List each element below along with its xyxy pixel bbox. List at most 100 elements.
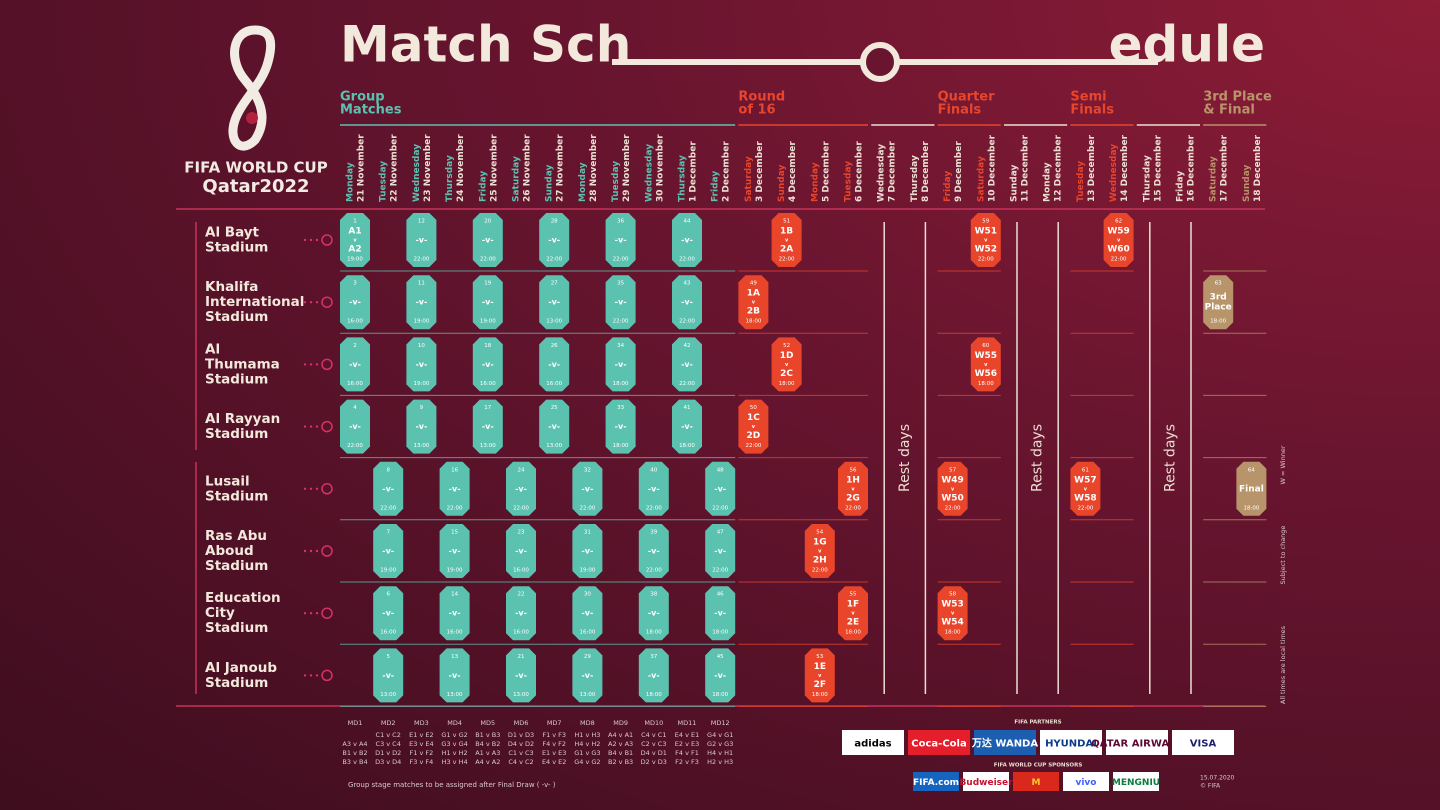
- date: 18 December: [1253, 134, 1263, 202]
- match-teams: 1A: [747, 289, 760, 299]
- stage-title: of 16: [738, 103, 775, 118]
- connector-dot: [315, 238, 319, 242]
- connector-dot: [303, 425, 307, 428]
- match-time: 22:00: [679, 381, 695, 387]
- match-teams: -v-: [648, 484, 660, 493]
- match-time: 13:00: [447, 692, 463, 698]
- match-number: 56: [850, 467, 857, 473]
- match-time: 16:00: [347, 319, 363, 325]
- sponsor-logo: [1106, 730, 1168, 755]
- match-time: 19:00: [480, 319, 496, 325]
- match-time: 22:00: [646, 505, 662, 511]
- weekday: Thursday: [1142, 155, 1152, 202]
- weekday: Sunday: [1242, 164, 1252, 202]
- match-number: 48: [717, 467, 724, 473]
- match-teams: 1B: [780, 227, 793, 237]
- match-badge: [672, 399, 702, 454]
- stage-title: & Final: [1203, 103, 1255, 118]
- match-teams: -v-: [349, 360, 361, 369]
- credit: © FIFA: [1200, 783, 1221, 790]
- connector-dot: [315, 612, 319, 615]
- rest-label: Rest days: [897, 424, 913, 492]
- match-number: 38: [650, 592, 657, 598]
- match-number: 18: [484, 343, 491, 349]
- match-number: 57: [949, 467, 956, 473]
- match-teams: -v-: [548, 360, 560, 369]
- match-teams: -v-: [548, 236, 560, 245]
- matchday-pair: C2 v C3: [641, 740, 666, 748]
- match-teams: -v-: [581, 547, 593, 556]
- stadium-name: Stadium: [205, 371, 268, 387]
- match-time: 16:00: [579, 630, 595, 636]
- matchday-label: MD4: [447, 719, 462, 727]
- matchday-pair: D1 v D2: [375, 749, 401, 757]
- matchday-pair: C1 v C3: [508, 749, 533, 757]
- connector-dot: [315, 301, 319, 304]
- match-number: 34: [617, 343, 624, 349]
- matchday-pair: A4 v A1: [608, 731, 633, 739]
- stadium-name: Al: [205, 341, 220, 357]
- match-time: 22:00: [745, 443, 761, 449]
- sponsor-name: FIFA.com: [913, 778, 959, 788]
- stadium-name: Aboud: [205, 543, 254, 559]
- sponsor-logo: [1063, 772, 1109, 791]
- matchday-pair: E2 v E3: [675, 740, 699, 748]
- connector-dot: [303, 238, 307, 242]
- match-number: 4: [353, 405, 357, 411]
- weekday: Monday: [578, 162, 588, 202]
- title-dot: [1019, 59, 1025, 65]
- match-teams: W58: [1074, 493, 1096, 503]
- match-time: 22:00: [945, 505, 961, 511]
- match-number: 47: [717, 530, 724, 536]
- match-number: 49: [750, 281, 757, 287]
- match-teams: Place: [1205, 303, 1232, 313]
- match-badge: [771, 337, 802, 392]
- match-badge: [539, 275, 570, 330]
- match-number: 10: [418, 343, 425, 349]
- sponsor-name: HYUNDAI: [1045, 739, 1097, 750]
- match-teams: -v-: [714, 671, 726, 680]
- connector-node: [321, 234, 333, 246]
- match-time: 18:00: [712, 630, 728, 636]
- match-teams: A2: [348, 245, 361, 255]
- match-number: 32: [584, 467, 591, 473]
- match-badge: [373, 648, 404, 703]
- date: 8 December: [921, 141, 931, 202]
- connector-dot: [309, 301, 313, 304]
- match-teams: W60: [1107, 245, 1129, 255]
- match-number: 37: [650, 654, 657, 660]
- match-time: 22:00: [513, 505, 529, 511]
- weekday: Monday: [346, 162, 356, 202]
- match-teams: -v-: [382, 671, 394, 680]
- match-time: 22:00: [613, 319, 629, 325]
- sponsor-logo: [913, 772, 959, 791]
- stadium-name: Stadium: [205, 620, 268, 636]
- match-teams: v: [752, 424, 756, 430]
- connector-dot: [315, 674, 319, 677]
- match-badge: [373, 524, 404, 578]
- match-time: 19:00: [380, 568, 396, 574]
- match-time: 22:00: [712, 505, 728, 511]
- match-number: 59: [982, 219, 989, 225]
- match-number: 64: [1248, 467, 1255, 473]
- match-badge: [506, 524, 536, 578]
- match-teams: -v-: [581, 671, 593, 680]
- match-badge: [439, 524, 470, 578]
- match-time: 22:00: [679, 257, 695, 263]
- match-badge: [439, 461, 470, 516]
- weekday: Thursday: [678, 155, 688, 202]
- match-number: 20: [484, 219, 491, 225]
- match-teams: 2F: [814, 680, 826, 690]
- match-badge: [705, 648, 736, 703]
- weekday: Tuesday: [379, 161, 389, 202]
- matchday-pair: F4 v F1: [675, 749, 699, 757]
- date: 27 November: [556, 134, 566, 202]
- match-teams: -v-: [681, 360, 693, 369]
- weekday: Saturday: [512, 156, 522, 202]
- match-badge: [937, 461, 968, 516]
- match-badge: [638, 524, 669, 578]
- sponsor-logo: [974, 730, 1036, 755]
- matchday-pair: A1 v A3: [475, 749, 500, 757]
- matchday-pair: F1 v F3: [542, 731, 566, 739]
- match-badge: [539, 337, 570, 392]
